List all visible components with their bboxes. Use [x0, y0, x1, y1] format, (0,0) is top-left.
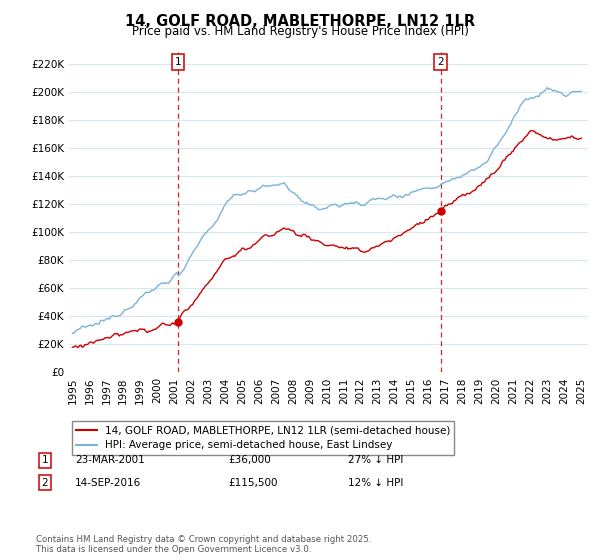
Text: £115,500: £115,500 [228, 478, 277, 488]
Text: Contains HM Land Registry data © Crown copyright and database right 2025.
This d: Contains HM Land Registry data © Crown c… [36, 535, 371, 554]
Text: £36,000: £36,000 [228, 455, 271, 465]
Text: 1: 1 [175, 57, 181, 67]
Text: Price paid vs. HM Land Registry's House Price Index (HPI): Price paid vs. HM Land Registry's House … [131, 25, 469, 38]
Text: 27% ↓ HPI: 27% ↓ HPI [348, 455, 403, 465]
Text: 2: 2 [437, 57, 444, 67]
Text: 2: 2 [41, 478, 49, 488]
Text: 14, GOLF ROAD, MABLETHORPE, LN12 1LR: 14, GOLF ROAD, MABLETHORPE, LN12 1LR [125, 14, 475, 29]
Text: 1: 1 [41, 455, 49, 465]
Legend: 14, GOLF ROAD, MABLETHORPE, LN12 1LR (semi-detached house), HPI: Average price, : 14, GOLF ROAD, MABLETHORPE, LN12 1LR (se… [71, 421, 454, 455]
Text: 12% ↓ HPI: 12% ↓ HPI [348, 478, 403, 488]
Text: 14-SEP-2016: 14-SEP-2016 [75, 478, 141, 488]
Text: 23-MAR-2001: 23-MAR-2001 [75, 455, 145, 465]
